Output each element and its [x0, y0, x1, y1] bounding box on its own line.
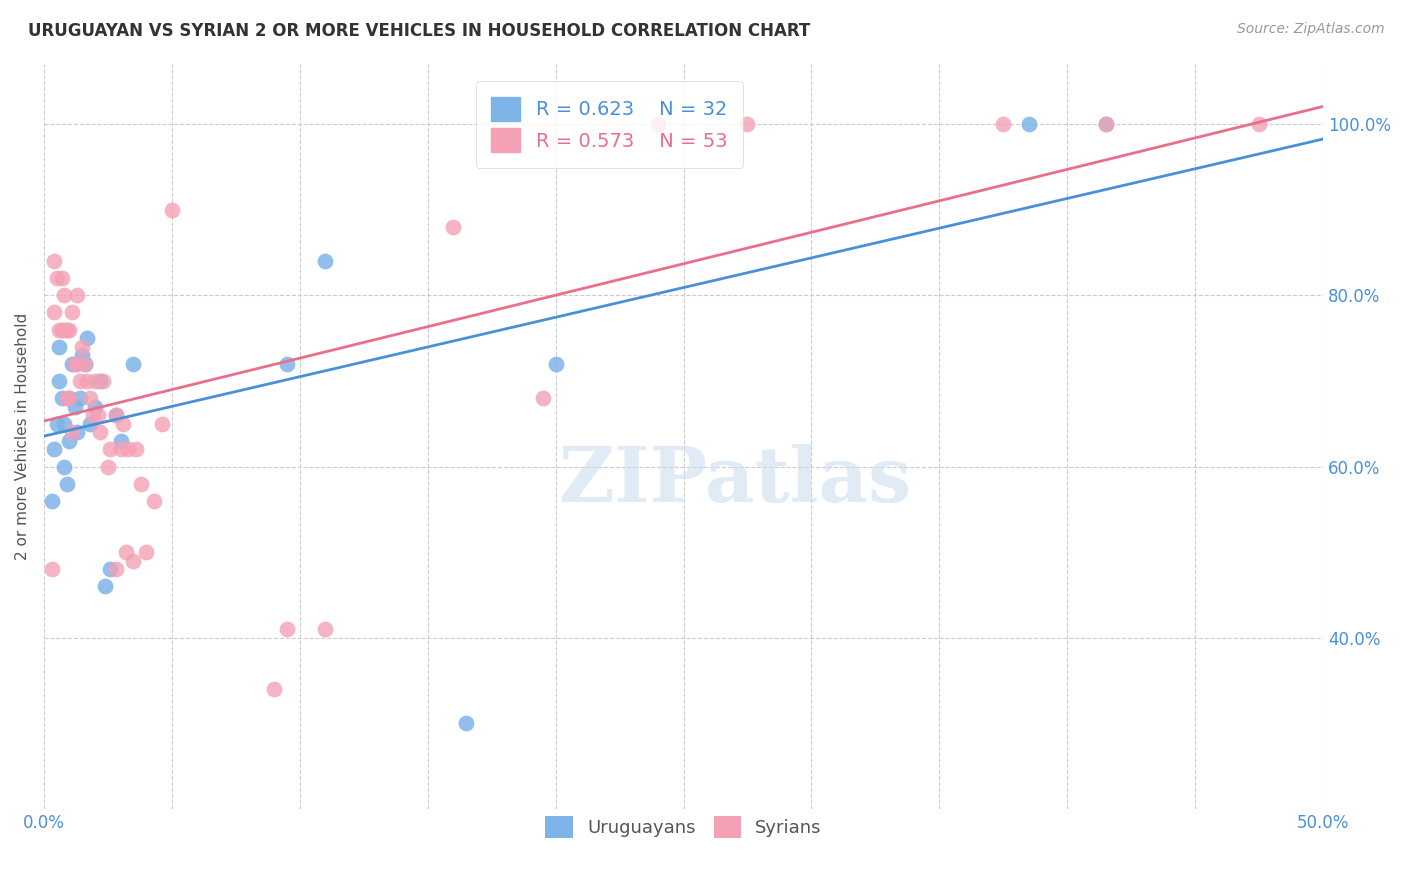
Point [58, 391, 80, 405]
Point [142, 493, 165, 508]
Point [56, 476, 79, 491]
Point [58, 434, 80, 448]
Point [66, 357, 89, 371]
Point [53, 322, 76, 336]
Point [84, 400, 107, 414]
Point [104, 408, 127, 422]
Y-axis label: 2 or more Vehicles in Household: 2 or more Vehicles in Household [15, 313, 30, 560]
Point [531, 391, 554, 405]
Point [454, 716, 477, 731]
Point [48, 340, 70, 354]
Point [94, 579, 117, 593]
Point [104, 562, 127, 576]
Point [737, 117, 759, 131]
Point [51, 271, 73, 285]
Point [76, 374, 98, 388]
Point [89, 425, 111, 440]
Point [314, 254, 336, 268]
Point [66, 425, 89, 440]
Point [72, 348, 94, 362]
Point [993, 117, 1015, 131]
Point [73, 357, 96, 371]
Point [60, 357, 83, 371]
Point [125, 442, 148, 457]
Point [56, 322, 79, 336]
Point [45, 271, 67, 285]
Point [100, 562, 122, 576]
Point [41, 562, 63, 576]
Point [91, 374, 114, 388]
Point [160, 202, 183, 217]
Point [150, 417, 173, 431]
Point [69, 374, 91, 388]
Point [110, 442, 132, 457]
Point [122, 357, 145, 371]
Point [114, 545, 136, 559]
Point [122, 554, 145, 568]
Point [48, 322, 70, 336]
Point [48, 374, 70, 388]
Point [276, 357, 298, 371]
Point [58, 322, 80, 336]
Text: ZIPatlas: ZIPatlas [558, 444, 911, 518]
Point [1094, 117, 1116, 131]
Point [441, 219, 464, 234]
Point [53, 417, 76, 431]
Point [53, 288, 76, 302]
Point [314, 622, 336, 636]
Point [276, 622, 298, 636]
Point [647, 117, 669, 131]
Point [73, 357, 96, 371]
Point [86, 408, 108, 422]
Point [100, 442, 122, 457]
Point [76, 331, 98, 345]
Point [63, 357, 86, 371]
Point [1094, 117, 1116, 131]
Point [66, 288, 89, 302]
Point [69, 391, 91, 405]
Point [79, 417, 101, 431]
Point [129, 476, 152, 491]
Point [117, 442, 139, 457]
Point [135, 545, 157, 559]
Point [104, 408, 127, 422]
Point [53, 459, 76, 474]
Point [63, 400, 86, 414]
Point [112, 417, 135, 431]
Text: Source: ZipAtlas.com: Source: ZipAtlas.com [1237, 22, 1385, 37]
Point [1249, 117, 1271, 131]
Point [56, 391, 79, 405]
Point [110, 434, 132, 448]
Point [45, 417, 67, 431]
Point [79, 391, 101, 405]
Point [51, 322, 73, 336]
Point [42, 305, 65, 319]
Point [42, 254, 65, 268]
Point [82, 408, 104, 422]
Point [544, 357, 567, 371]
Point [51, 391, 73, 405]
Point [89, 374, 111, 388]
Point [58, 391, 80, 405]
Point [72, 340, 94, 354]
Text: URUGUAYAN VS SYRIAN 2 OR MORE VEHICLES IN HOUSEHOLD CORRELATION CHART: URUGUAYAN VS SYRIAN 2 OR MORE VEHICLES I… [28, 22, 810, 40]
Point [1018, 117, 1040, 131]
Point [97, 459, 120, 474]
Point [42, 442, 65, 457]
Point [60, 305, 83, 319]
Point [60, 425, 83, 440]
Legend: Uruguayans, Syrians: Uruguayans, Syrians [538, 808, 828, 845]
Point [263, 682, 285, 697]
Point [84, 374, 107, 388]
Point [41, 493, 63, 508]
